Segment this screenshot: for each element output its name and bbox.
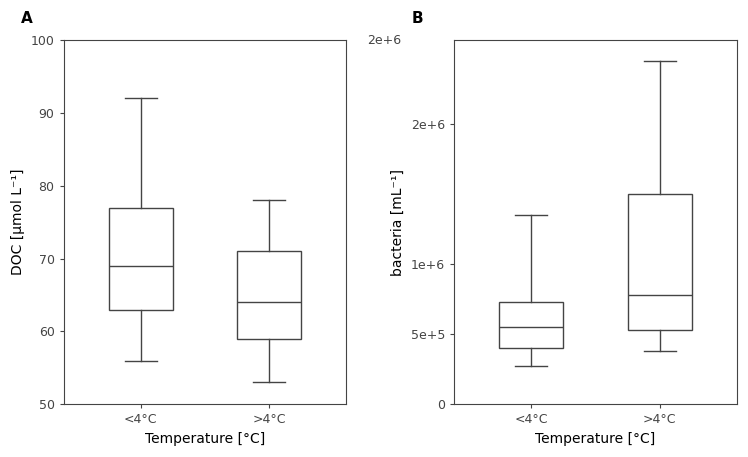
Text: B: B: [411, 11, 423, 26]
Y-axis label: bacteria [mL⁻¹]: bacteria [mL⁻¹]: [391, 169, 405, 276]
PathPatch shape: [108, 207, 173, 310]
X-axis label: Temperature [°C]: Temperature [°C]: [536, 432, 655, 446]
PathPatch shape: [499, 302, 563, 348]
Text: 2e+6: 2e+6: [367, 34, 402, 47]
X-axis label: Temperature [°C]: Temperature [°C]: [145, 432, 265, 446]
PathPatch shape: [628, 194, 692, 330]
Text: A: A: [21, 11, 33, 26]
Y-axis label: DOC [μmol L⁻¹]: DOC [μmol L⁻¹]: [11, 169, 25, 276]
PathPatch shape: [237, 251, 301, 339]
